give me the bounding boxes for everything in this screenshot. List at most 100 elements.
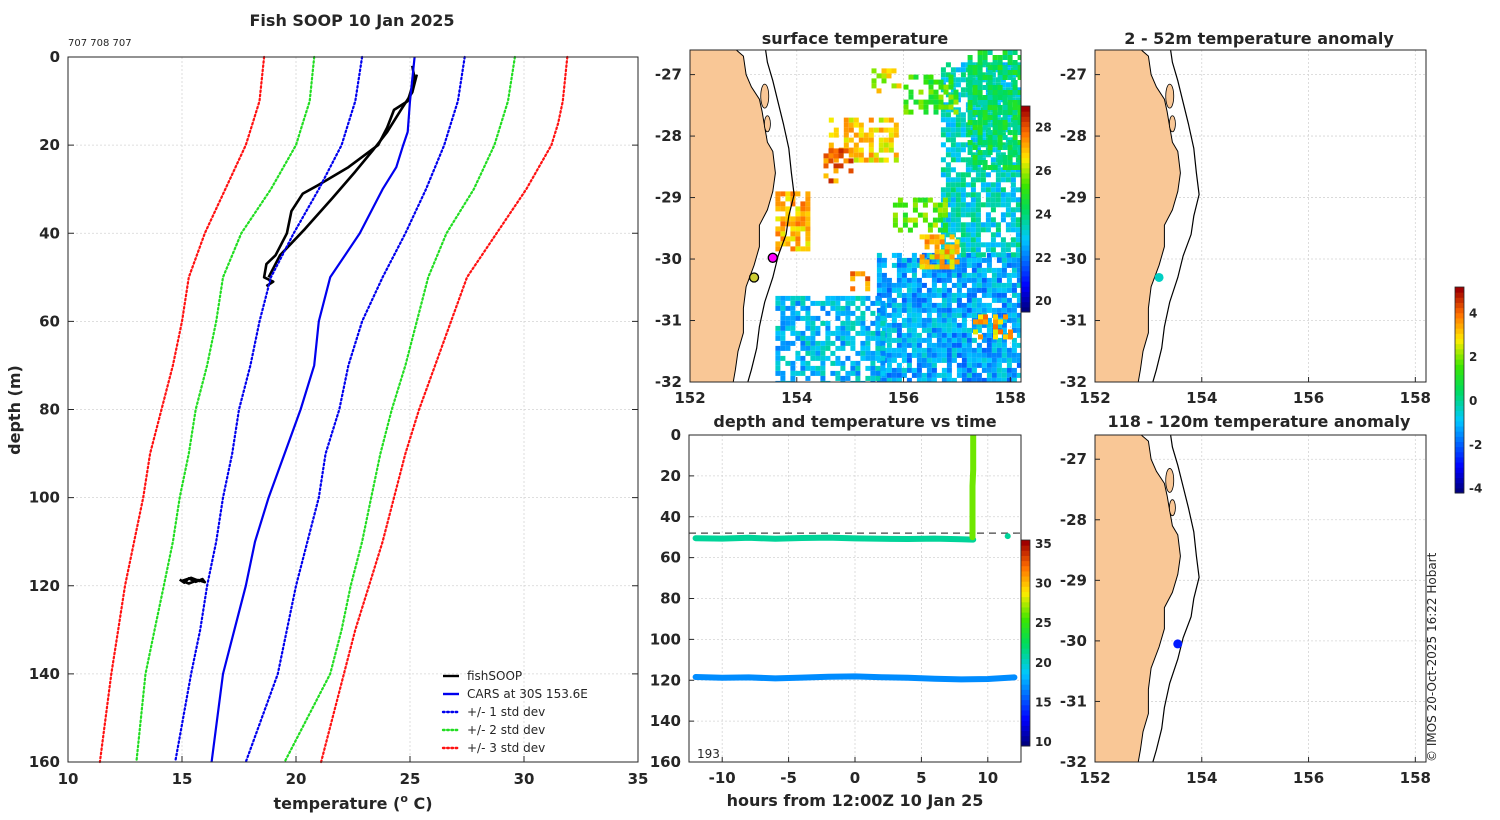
sst-cell [1007,100,1013,105]
sst-cell [1006,357,1012,363]
sst-cell [941,347,947,353]
sst-cell [976,257,982,263]
sst-cell [901,322,907,328]
colorbar-cell [1455,287,1464,293]
sst-cell [982,100,988,105]
sst-cell [1011,292,1017,298]
sst-cell [883,137,889,143]
sst-cell [825,355,831,361]
lon-tick-label: 158 [995,389,1026,407]
sst-cell [951,307,957,313]
colorbar-tick-label: 28 [1035,121,1052,135]
sst-cell [906,262,912,268]
sst-cell [977,90,983,95]
sst-cell [998,319,1003,325]
sst-cell [955,152,961,158]
sst-cell [975,232,981,238]
sst-cell [815,365,821,371]
sst-cell [1002,160,1008,165]
sst-cell [980,227,986,233]
sst-cell [1002,105,1008,110]
sst-cell [953,89,959,95]
sst-cell [996,367,1002,373]
sst-cell [961,317,967,323]
sst-cell [901,307,907,313]
sst-cell [876,252,882,258]
sst-cell [931,282,937,288]
series-ascent [969,435,977,541]
sst-cell [967,95,973,100]
sst-cell [970,192,976,198]
sst-cell [954,239,960,245]
sst-cell [876,307,882,313]
sst-cell [805,365,811,371]
sst-cell [922,197,928,203]
colorbar-tick-label: 0 [1469,394,1477,408]
sst-cell [997,95,1003,100]
sst-cell [975,147,981,153]
sst-cell [906,367,912,373]
sst-cell [875,295,881,301]
sst-cell [1005,117,1011,123]
sst-cell [941,282,947,288]
sst-cell [901,262,907,268]
sst-cell [940,117,946,123]
sst-cell [961,277,967,283]
sst-cell [934,234,940,240]
sst-cell [991,367,997,373]
sst-cell [924,259,930,265]
sst-cell [1006,372,1012,378]
sst-cell [941,372,947,378]
sst-cell [938,104,944,110]
sst-cell [795,211,801,217]
sst-cell [893,157,899,163]
sst-cell [780,330,786,336]
sst-cell [990,82,996,88]
sst-cell [805,191,811,197]
sst-cell [911,267,917,273]
sst-cell [967,80,973,85]
sst-cell [960,132,966,138]
sst-cell [843,117,849,123]
sst-cell [928,79,934,85]
sst-cell [1001,317,1007,323]
sst-cell [991,307,997,313]
colorbar-tick-label: 2 [1469,350,1477,364]
sst-cell [906,337,912,343]
sst-cell [1007,160,1013,165]
colorbar-cell [1021,209,1030,215]
sst-cell [972,145,978,150]
sst-cell [1015,247,1021,253]
sst-cell [1001,322,1007,328]
sst-cell [1002,70,1008,75]
sst-cell [972,120,978,125]
sst-cell [800,330,806,336]
sst-cell [1012,140,1018,145]
sst-cell [906,362,912,368]
colorbar-cell [1021,126,1030,133]
anom2-map-body [1095,435,1426,762]
sst-cell [876,262,882,268]
sst-cell [961,262,967,268]
sst-cell [880,330,886,336]
sst-cell [976,352,982,358]
sst-cell [977,155,983,160]
sst-cell [780,380,786,382]
sst-cell [940,167,946,173]
sst-cell [960,77,966,83]
sst-cell [997,55,1003,60]
y-tick-label: 60 [39,312,60,330]
sst-cell [918,104,924,110]
sst-cell [1010,227,1016,233]
sst-cell [986,367,992,373]
sst-cell [911,347,917,353]
sst-cell [790,216,796,222]
sst-cell [960,177,966,183]
sst-cell [941,312,947,318]
anom1-ticks: 152 154 156 158-27-28-29-30-31-32 [1060,66,1431,407]
colorbar-cell [1455,312,1464,319]
sst-cell [891,252,897,258]
sst-cell [1016,372,1021,378]
sst-cell [971,347,977,353]
sst-cell [916,372,922,378]
